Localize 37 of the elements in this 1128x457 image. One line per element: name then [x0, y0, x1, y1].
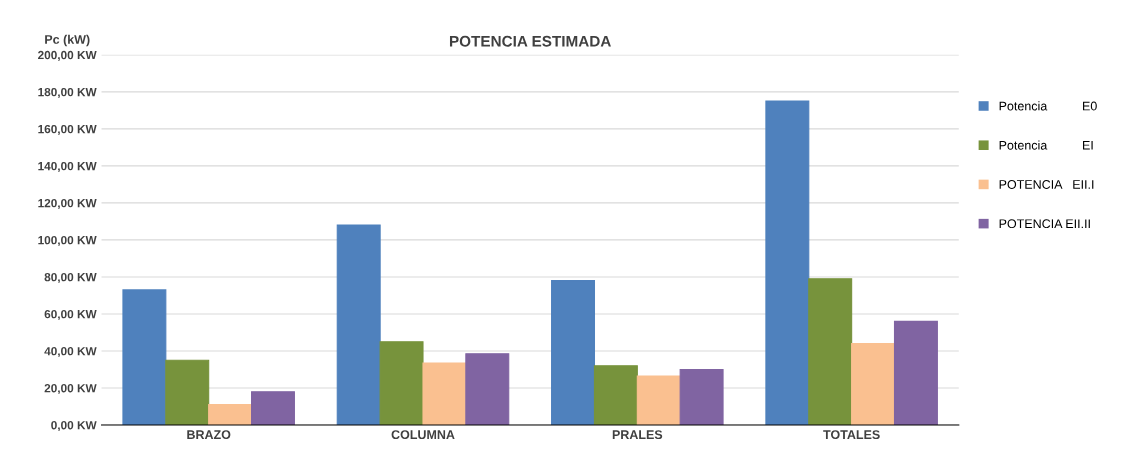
y-tick-label: 180,00 KW	[38, 87, 97, 98]
y-tick-label: 200,00 KW	[38, 50, 97, 61]
y-axis-title: Pc (kW)	[45, 34, 90, 47]
bar	[808, 278, 853, 426]
y-tick-label: 20,00 KW	[44, 384, 97, 395]
y-tick-label: 80,00 KW	[44, 272, 97, 284]
y-tick-label: 60,00 KW	[44, 309, 97, 321]
bar	[851, 343, 896, 426]
y-tick-label: 140,00 KW	[38, 161, 97, 172]
bar	[122, 289, 167, 426]
legend-label: POTENCIA EII.I	[999, 180, 1094, 189]
legend-label: Potencia E0	[999, 101, 1097, 111]
chart-title: POTENCIA ESTIMADA	[449, 35, 611, 47]
y-tick-label: 0,00 KW	[51, 421, 97, 432]
bar	[250, 391, 295, 426]
bar	[679, 368, 724, 426]
x-tick-label: COLUMNA	[391, 430, 455, 440]
bar	[336, 224, 381, 426]
legend-label: POTENCIA EII.II	[999, 219, 1090, 229]
legend-label: Potencia EI	[999, 140, 1093, 150]
y-tick-label: 160,00 KW	[38, 124, 97, 135]
y-tick-label: 40,00 KW	[44, 347, 97, 358]
y-tick-label: 120,00 KW	[38, 198, 97, 210]
bar	[593, 365, 638, 426]
x-tick-label: BRAZO	[187, 430, 231, 440]
bar	[893, 320, 938, 426]
bar	[636, 375, 681, 426]
bar	[165, 359, 210, 426]
bar	[422, 362, 467, 426]
x-tick-label: TOTALES	[823, 430, 880, 440]
bar	[208, 404, 253, 426]
bar	[465, 353, 510, 426]
y-tick-label: 100,00 KW	[38, 235, 97, 247]
bar	[551, 280, 596, 426]
x-tick-label: PRALES	[612, 430, 663, 440]
bar	[379, 341, 424, 426]
bar	[765, 100, 810, 426]
